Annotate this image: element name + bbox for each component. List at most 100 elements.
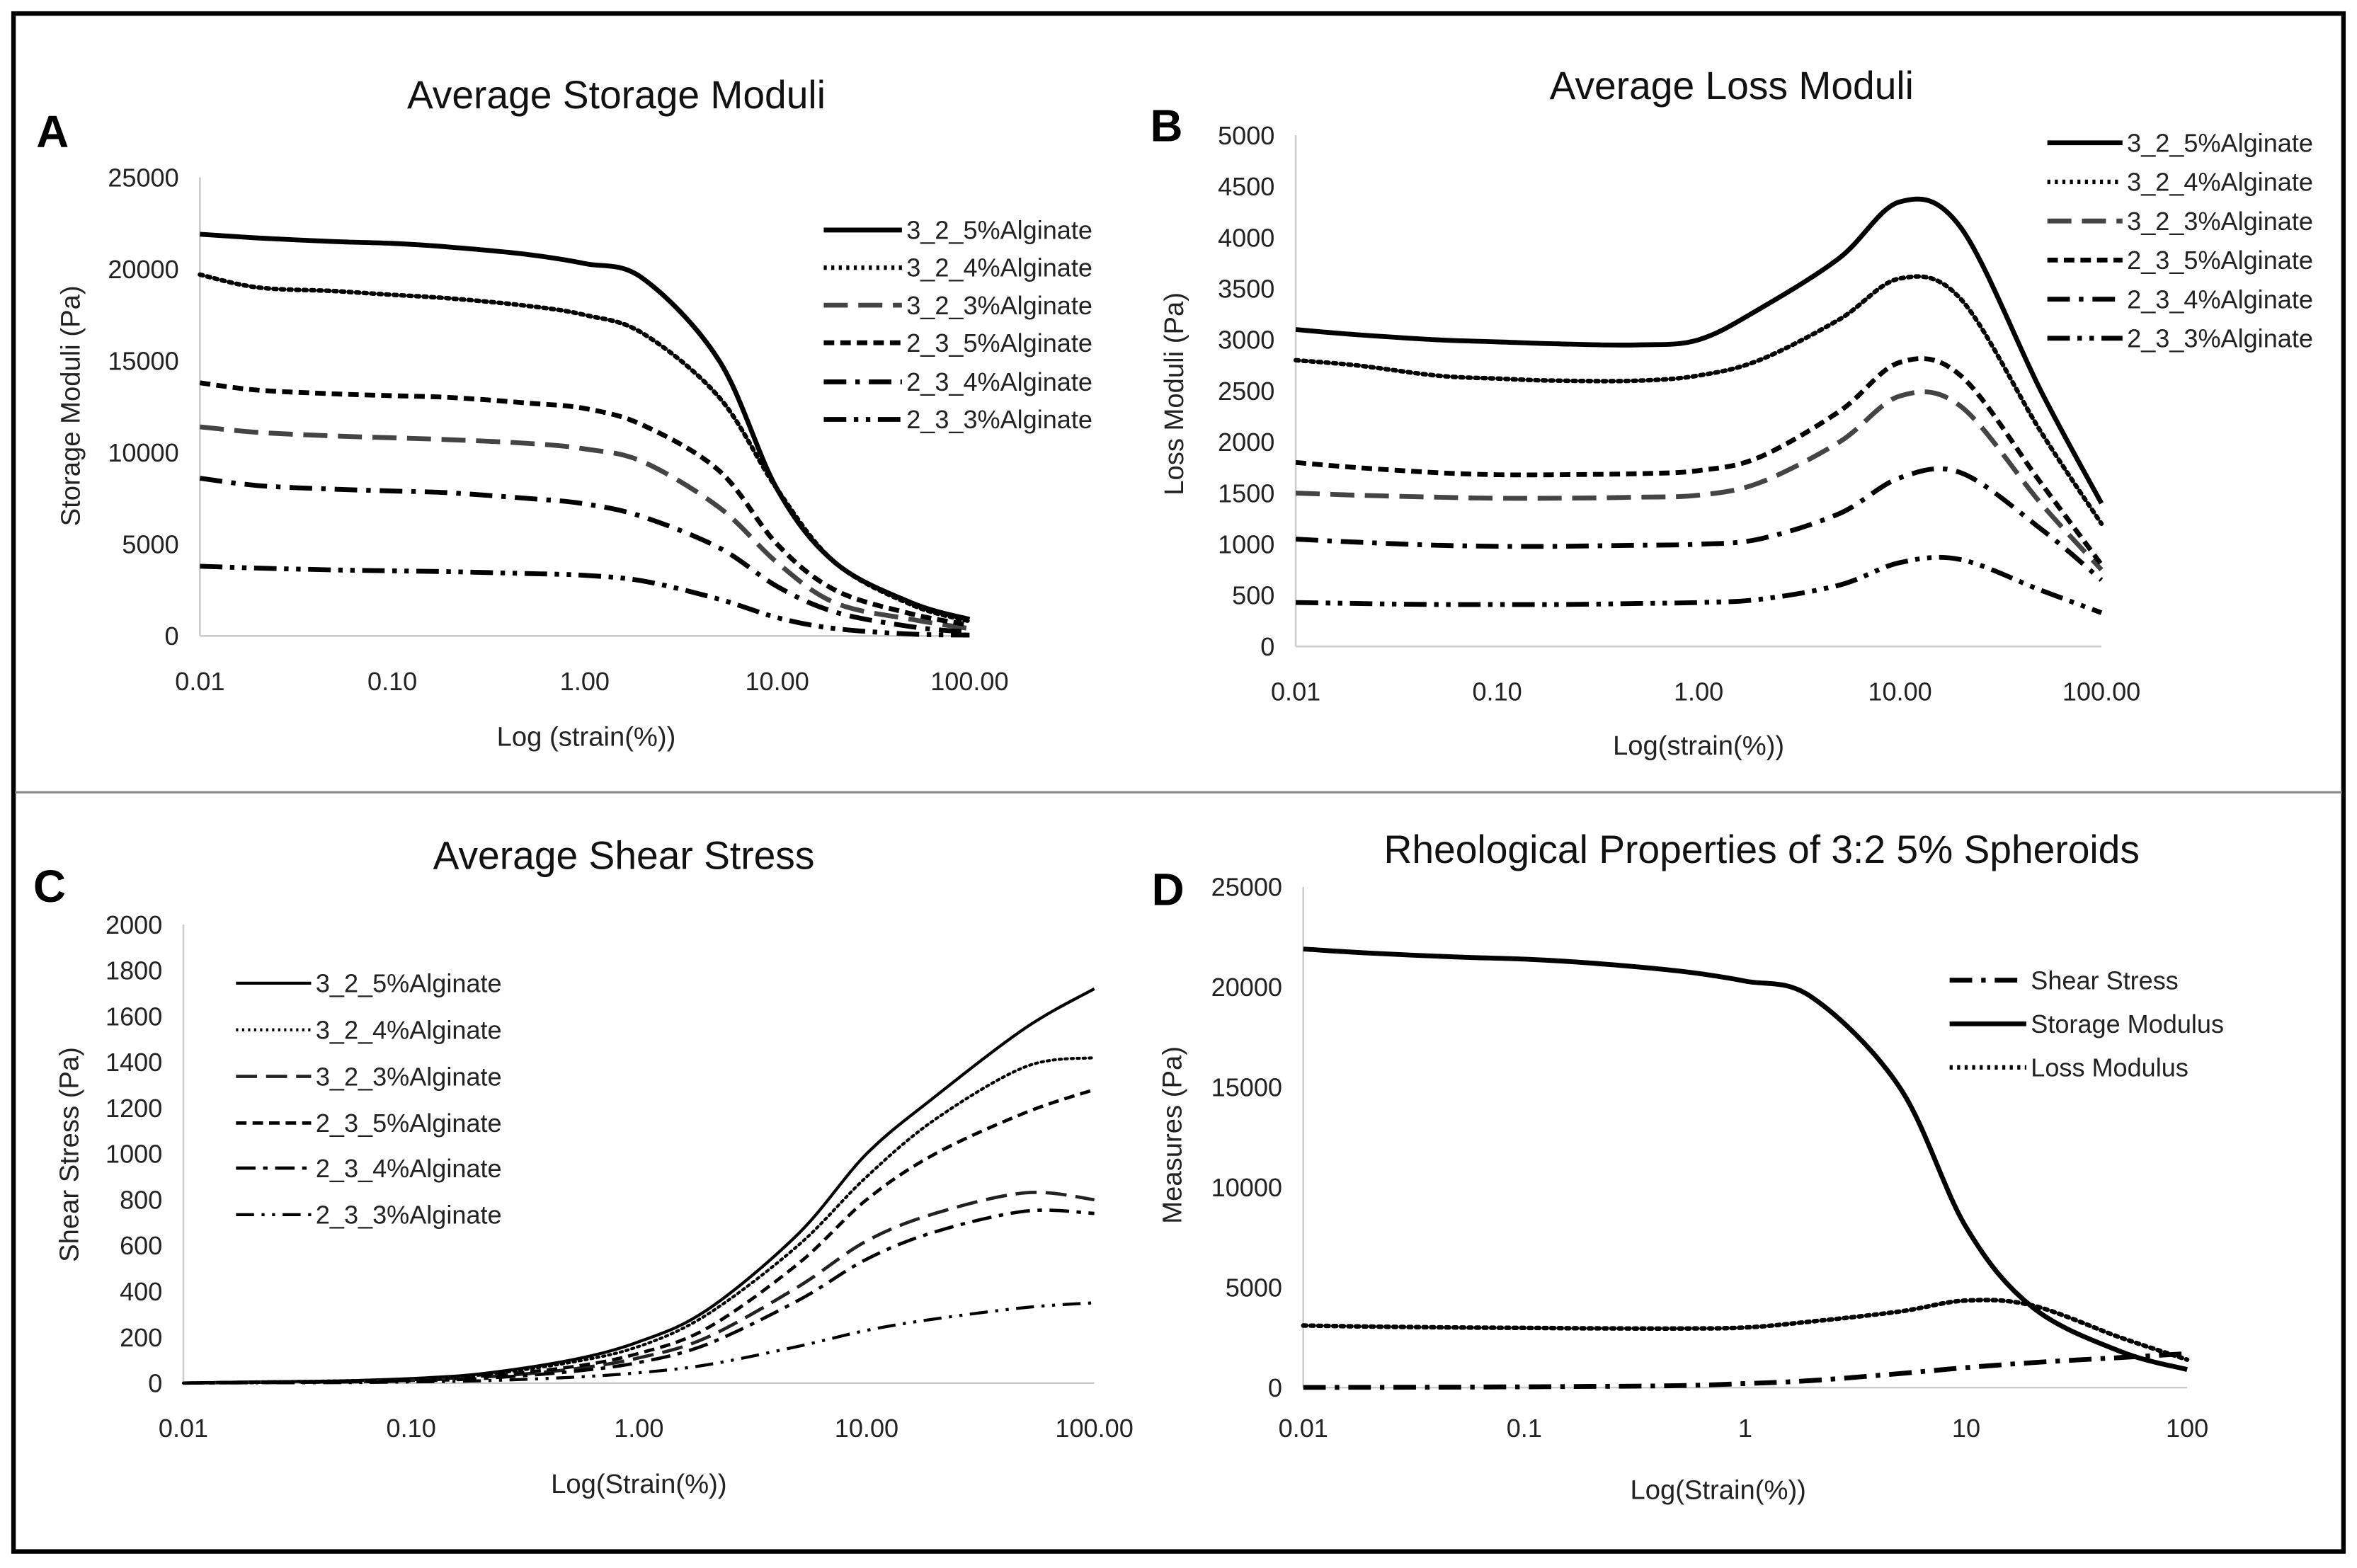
chart-b-legend-label: 3_2_3%Alginate xyxy=(2127,207,2313,236)
chart-b-legend-label: 2_3_3%Alginate xyxy=(2127,324,2313,353)
chart-b-title: Average Loss Moduli xyxy=(1550,64,1914,108)
chart-c-y-tick-label: 1600 xyxy=(105,1002,162,1031)
chart-c-y-tick-label: 1000 xyxy=(105,1140,162,1169)
chart-d-y-tick-label: 25000 xyxy=(1211,873,1282,902)
chart-b-series-line-2-3-3-alginate xyxy=(1296,554,2103,615)
chart-b-series-line-3-2-4-alginate xyxy=(1293,274,2104,527)
chart-c-y-tick-label: 0 xyxy=(148,1369,162,1398)
chart-a-x-tick-label: 0.10 xyxy=(367,667,417,696)
chart-b-series-line-2-3-4-alginate xyxy=(1295,466,2104,582)
chart-d-legend-label: Shear Stress xyxy=(2031,966,2179,995)
chart-a-y-tick-label: 15000 xyxy=(108,346,178,375)
chart-d-y-tick-label: 5000 xyxy=(1226,1273,1282,1302)
chart-a-x-axis-label: Log (strain(%)) xyxy=(497,721,676,752)
chart-c-legend-label: 2_3_5%Alginate xyxy=(316,1109,502,1138)
chart-a-x-tick-label: 100.00 xyxy=(930,667,1008,696)
chart-d-title: Rheological Properties of 3:2 5% Spheroi… xyxy=(1384,828,2140,871)
chart-b-y-tick-label: 4000 xyxy=(1218,223,1274,252)
chart-b-x-axis-label: Log(strain(%)) xyxy=(1613,731,1784,761)
chart-c-series-line-2-3-3-alginate xyxy=(183,1301,1095,1385)
chart-c-legend-label: 3_2_5%Alginate xyxy=(316,969,502,998)
chart-d-x-tick-label: 0.01 xyxy=(1279,1414,1328,1443)
chart-c-x-tick-label: 100.00 xyxy=(1055,1414,1133,1443)
chart-b-x-tick-label: 0.10 xyxy=(1472,677,1522,706)
chart-a-y-tick-label: 5000 xyxy=(122,530,178,559)
chart-d-series-line-loss-modulus xyxy=(1301,1298,2190,1362)
chart-a-y-tick-label: 20000 xyxy=(108,255,178,284)
chart-c-title: Average Shear Stress xyxy=(433,833,815,877)
chart-b-y-tick-label: 3000 xyxy=(1218,326,1274,355)
chart-b-series-line-2-3-5-alginate xyxy=(1295,356,2104,566)
chart-c-x-tick-label: 10.00 xyxy=(835,1414,898,1443)
chart-c-legend-label: 2_3_3%Alginate xyxy=(316,1201,502,1230)
chart-a-title: Average Storage Moduli xyxy=(407,73,826,117)
chart-d-x-tick-label: 10 xyxy=(1952,1414,1980,1443)
chart-c-y-tick-label: 800 xyxy=(120,1185,162,1214)
chart-d-x-tick-label: 100 xyxy=(2166,1414,2208,1443)
chart-b-y-tick-label: 1000 xyxy=(1218,530,1274,559)
chart-a-legend-label: 2_3_4%Alginate xyxy=(906,367,1092,396)
chart-b-y-tick-label: 3500 xyxy=(1218,274,1274,303)
chart-a-legend-label: 3_2_4%Alginate xyxy=(906,253,1092,282)
chart-a-series-line-3-2-4-alginate xyxy=(198,272,972,624)
chart-b-y-tick-label: 4500 xyxy=(1218,172,1274,201)
chart-c-x-tick-label: 0.10 xyxy=(387,1414,436,1443)
chart-a-y-axis-label: Storage Moduli (Pa) xyxy=(56,285,86,526)
chart-d-panel-letter: D xyxy=(1152,864,1185,915)
chart-d-x-tick-label: 1 xyxy=(1738,1414,1752,1443)
chart-c-y-tick-label: 1200 xyxy=(105,1094,162,1123)
chart-b-series-line-3-2-3-alginate xyxy=(1295,389,2104,572)
chart-a-legend-label: 3_2_5%Alginate xyxy=(906,216,1092,245)
chart-c-y-tick-label: 600 xyxy=(120,1231,162,1260)
chart-d-x-axis-label: Log(Strain(%)) xyxy=(1630,1475,1805,1505)
chart-b-panel-letter: B xyxy=(1151,101,1183,151)
chart-d-legend-label: Storage Modulus xyxy=(2031,1009,2224,1038)
chart-b-y-tick-label: 5000 xyxy=(1218,121,1274,150)
chart-c-x-tick-label: 1.00 xyxy=(614,1414,663,1443)
chart-d-y-tick-label: 0 xyxy=(1268,1373,1282,1402)
chart-b-y-tick-label: 2500 xyxy=(1218,377,1274,406)
chart-c-legend-label: 2_3_4%Alginate xyxy=(316,1154,502,1183)
chart-d-x-tick-label: 0.1 xyxy=(1507,1414,1542,1443)
chart-a-series-line-2-3-5-alginate xyxy=(199,380,971,628)
chart-a-y-tick-label: 10000 xyxy=(108,438,178,467)
chart-d-y-tick-label: 20000 xyxy=(1211,973,1282,1002)
chart-c-series-line-2-3-4-alginate xyxy=(183,1208,1095,1385)
chart-b-y-tick-label: 2000 xyxy=(1218,428,1274,457)
chart-a-panel-letter: A xyxy=(36,107,69,157)
chart-c-x-axis-label: Log(Strain(%)) xyxy=(551,1469,726,1499)
chart-c-y-tick-label: 200 xyxy=(120,1323,162,1352)
chart-c-x-tick-label: 0.01 xyxy=(159,1414,208,1443)
chart-c-panel-letter: C xyxy=(33,862,66,912)
chart-b-y-tick-label: 500 xyxy=(1232,581,1274,610)
chart-a-x-tick-label: 1.00 xyxy=(560,667,610,696)
chart-b-legend-label: 3_2_5%Alginate xyxy=(2127,128,2313,157)
chart-d-y-tick-label: 10000 xyxy=(1211,1173,1282,1202)
chart-d-y-tick-label: 15000 xyxy=(1211,1073,1282,1102)
chart-a-legend-label: 3_2_3%Alginate xyxy=(906,291,1092,320)
chart-d-legend-label: Loss Modulus xyxy=(2031,1053,2188,1082)
chart-a-y-tick-label: 25000 xyxy=(108,163,178,192)
chart-a-legend-label: 2_3_5%Alginate xyxy=(906,328,1092,357)
chart-a-y-tick-label: 0 xyxy=(165,622,179,651)
chart-a-series-line-3-2-3-alginate xyxy=(200,424,970,631)
chart-a-legend-label: 2_3_3%Alginate xyxy=(906,405,1092,434)
chart-b-x-tick-label: 0.01 xyxy=(1271,677,1320,706)
chart-b-y-tick-label: 1500 xyxy=(1218,479,1274,508)
chart-c-legend-label: 3_2_4%Alginate xyxy=(316,1015,502,1044)
chart-b-y-tick-label: 0 xyxy=(1260,632,1274,661)
chart-c-y-axis-label: Shear Stress (Pa) xyxy=(54,1047,84,1262)
chart-a-x-tick-label: 0.01 xyxy=(175,667,224,696)
chart-a-series-line-2-3-3-alginate xyxy=(200,563,970,638)
chart-b-y-axis-label: Loss Moduli (Pa) xyxy=(1159,292,1189,496)
chart-c-y-tick-label: 1800 xyxy=(105,956,162,985)
chart-c-y-tick-label: 400 xyxy=(120,1277,162,1306)
chart-a-x-tick-label: 10.00 xyxy=(745,667,809,696)
chart-b-series-line-3-2-5-alginate xyxy=(1295,196,2104,505)
figure-border xyxy=(11,11,2346,1554)
chart-c-y-tick-label: 2000 xyxy=(105,910,162,939)
chart-b-x-tick-label: 10.00 xyxy=(1868,677,1931,706)
chart-d-y-axis-label: Measures (Pa) xyxy=(1158,1046,1188,1224)
chart-b-legend-label: 2_3_4%Alginate xyxy=(2127,285,2313,314)
